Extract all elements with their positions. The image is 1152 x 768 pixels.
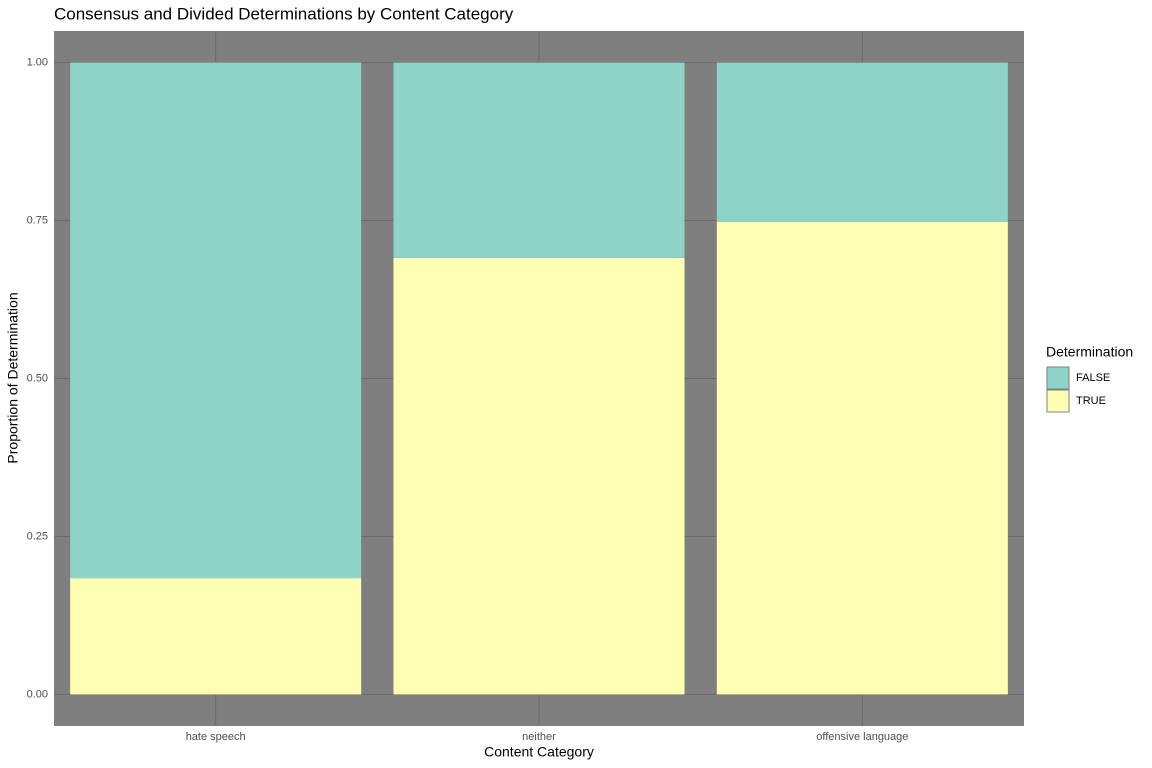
legend-label: TRUE <box>1076 395 1106 407</box>
x-tick-label: neither <box>522 731 556 743</box>
chart-title: Consensus and Divided Determinations by … <box>54 4 514 23</box>
x-tick-label: hate speech <box>186 731 246 743</box>
bar-segment <box>70 578 362 695</box>
y-tick-label: 1.00 <box>27 56 48 68</box>
bar-segment <box>716 221 1008 695</box>
bar-segment <box>393 257 685 695</box>
y-tick-label: 0.50 <box>27 372 48 384</box>
legend-key <box>1046 366 1070 390</box>
x-tick-label: offensive language <box>816 731 908 743</box>
bar-segment <box>70 62 362 579</box>
legend-title: Determination <box>1046 344 1133 360</box>
legend-key <box>1046 389 1070 413</box>
bar-segment <box>716 62 1008 222</box>
y-axis-title: Proportion of Determination <box>5 292 21 463</box>
y-tick-label: 0.75 <box>27 214 48 226</box>
x-axis-title: Content Category <box>484 744 594 760</box>
y-tick-label: 0.25 <box>27 530 48 542</box>
y-tick-label: 0.00 <box>27 688 48 700</box>
bar-segment <box>393 62 685 258</box>
legend-label: FALSE <box>1076 372 1110 384</box>
